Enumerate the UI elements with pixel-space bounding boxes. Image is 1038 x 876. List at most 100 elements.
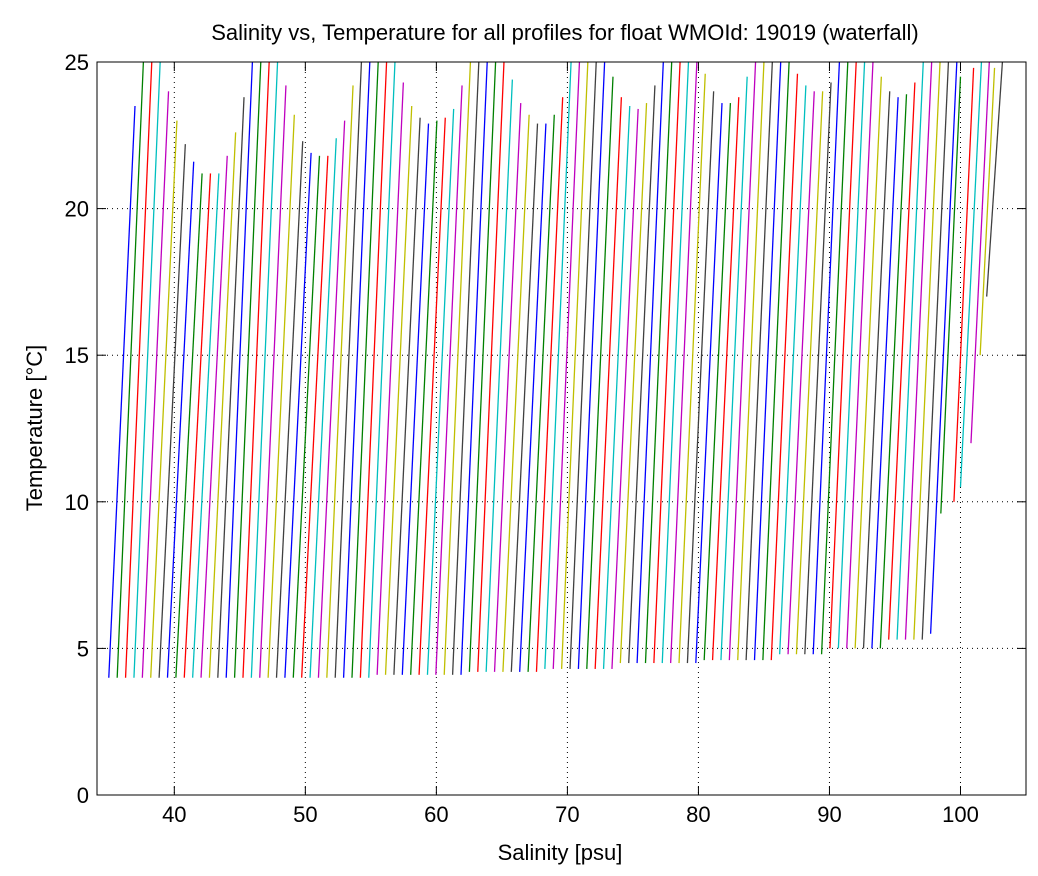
profile-line [217, 97, 245, 678]
profile-line [552, 61, 581, 669]
profile-line [695, 103, 723, 664]
y-tick-label: 15 [65, 343, 89, 368]
profile-line [829, 61, 857, 649]
profile-line [728, 61, 757, 661]
profile-line [485, 79, 514, 672]
profile-line [871, 97, 899, 649]
profile-line [150, 120, 178, 678]
profile-line [200, 155, 228, 678]
profile-line [250, 61, 279, 678]
profile-line [267, 114, 295, 678]
profile-line [502, 114, 530, 672]
profile-line [183, 173, 212, 678]
profile-line [896, 61, 924, 640]
profile-line [904, 61, 933, 640]
profile-line [636, 61, 664, 664]
x-tick-label: 80 [686, 802, 710, 827]
profile-line [979, 67, 996, 356]
profile-line [166, 161, 195, 678]
y-tick-label: 20 [65, 197, 89, 222]
profile-line [953, 67, 975, 502]
profile-line [670, 61, 698, 664]
profile-line [745, 61, 773, 661]
profile-line [477, 61, 505, 672]
profile-line [158, 144, 186, 678]
profile-line [326, 85, 354, 678]
profile-line [888, 82, 916, 640]
profile-line [426, 108, 455, 675]
profile-line [737, 61, 765, 661]
profile-line [259, 85, 287, 678]
profile-line [970, 61, 990, 444]
profile-line [678, 73, 706, 664]
profile-line [334, 61, 363, 678]
profile-line [192, 173, 220, 678]
profile-line [401, 123, 430, 675]
profile-line [959, 61, 983, 488]
profile-line [779, 85, 807, 655]
profile-line [527, 114, 555, 672]
profile-line [686, 91, 715, 664]
profile-line [921, 61, 950, 640]
profile-line [493, 103, 522, 672]
profile-line [410, 120, 438, 675]
profile-line [986, 61, 1004, 297]
y-tick-label: 0 [77, 783, 89, 808]
profile-line [770, 73, 799, 661]
profile-line [443, 61, 472, 675]
profile-line [124, 61, 153, 678]
profile-line [309, 138, 337, 678]
profile-line [342, 61, 371, 678]
y-tick-label: 25 [65, 50, 89, 75]
profile-line [292, 155, 321, 678]
profile-line [787, 91, 815, 655]
profile-line [208, 132, 237, 678]
profile-line [812, 61, 841, 655]
axes-box [96, 61, 1027, 796]
profile-line [133, 61, 161, 678]
profile-line [435, 85, 463, 675]
profile-line [519, 123, 547, 672]
profile-line [586, 76, 614, 669]
profile-line [913, 61, 941, 640]
chart-title: Salinity vs, Temperature for all profile… [211, 20, 919, 45]
profile-line [141, 91, 170, 678]
x-axis-label: Salinity [psu] [498, 840, 623, 865]
profile-line [535, 97, 564, 672]
x-tick-label: 70 [555, 802, 579, 827]
profile-line [862, 91, 891, 649]
profile-line [560, 61, 589, 669]
profile-line [108, 105, 136, 678]
profile-line [569, 61, 597, 669]
y-tick-label: 5 [77, 636, 89, 661]
profile-line [837, 61, 866, 649]
profile-line [753, 61, 782, 661]
profile-line [359, 61, 388, 678]
profile-line [175, 173, 203, 678]
x-tick-label: 40 [162, 802, 186, 827]
x-tick-label: 50 [293, 802, 317, 827]
x-tick-label: 90 [817, 802, 841, 827]
profile-line [460, 61, 488, 675]
profile-line [628, 85, 656, 664]
profile-line [940, 76, 962, 514]
profile-line [619, 103, 648, 664]
profile-line [929, 61, 958, 634]
profile-line [317, 120, 346, 678]
profile-line [116, 61, 145, 678]
profile-line [225, 61, 254, 678]
profile-line [879, 94, 908, 649]
profile-line [368, 61, 396, 678]
profile-line [711, 97, 740, 661]
profile-line [301, 155, 329, 678]
profile-line [611, 108, 639, 669]
profile-line [275, 141, 304, 678]
x-tick-label: 100 [942, 802, 979, 827]
profile-line [284, 152, 312, 678]
profile-line [351, 61, 379, 678]
profile-line [577, 61, 606, 669]
profile-line [233, 61, 262, 678]
profile-line [795, 91, 824, 655]
profile-line [451, 61, 480, 675]
